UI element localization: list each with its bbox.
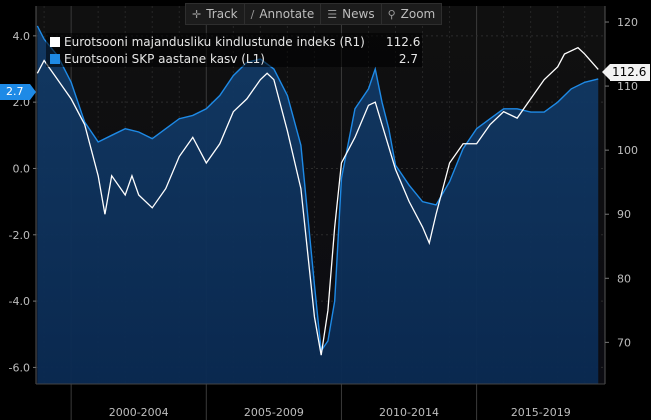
left-tick-label: 4.0 xyxy=(13,30,31,43)
legend-swatch-blue xyxy=(50,53,60,64)
right-tick-label: 80 xyxy=(617,272,631,285)
legend-item-confidence-index[interactable]: Eurotsooni majandusliku kindlustunde ind… xyxy=(46,33,422,50)
left-tick-label: -4.0 xyxy=(9,295,30,308)
zoom-button[interactable]: ⚲ Zoom xyxy=(382,4,442,24)
confidence-index-line xyxy=(36,46,599,356)
x-period-label: 2010-2014 xyxy=(379,406,439,419)
last-value-tag-right: 112.6 xyxy=(601,64,651,81)
pen-icon: ∕ xyxy=(250,7,255,21)
legend-name: Eurotsooni SKP aastane kasv (L1) xyxy=(64,51,265,66)
right-tick-label: 70 xyxy=(617,336,631,349)
annotate-button[interactable]: ∕ Annotate xyxy=(245,4,322,24)
right-tick-label: 120 xyxy=(617,16,638,29)
right-tick-label: 90 xyxy=(617,208,631,221)
news-icon: ☰ xyxy=(327,7,338,21)
legend-name: Eurotsooni majandusliku kindlustunde ind… xyxy=(64,34,365,49)
zoom-label: Zoom xyxy=(400,7,436,21)
track-button[interactable]: ✛ Track xyxy=(186,4,245,24)
right-tick-label: 110 xyxy=(617,80,638,93)
gdp-growth-area xyxy=(37,25,599,384)
magnifier-icon: ⚲ xyxy=(387,7,396,21)
x-period-label: 2005-2009 xyxy=(244,406,304,419)
crosshair-icon: ✛ xyxy=(192,7,202,21)
legend-item-gdp-growth[interactable]: Eurotsooni SKP aastane kasv (L1) 2.7 xyxy=(46,50,422,67)
track-label: Track xyxy=(206,7,238,21)
legend-value: 2.7 xyxy=(398,51,418,66)
legend-swatch-white xyxy=(50,36,60,47)
x-period-label: 2000-2004 xyxy=(109,406,169,419)
annotate-label: Annotate xyxy=(259,7,315,21)
gdp-growth-line xyxy=(36,25,599,353)
news-button[interactable]: ☰ News xyxy=(321,4,382,24)
left-tick-label: -2.0 xyxy=(9,229,30,242)
left-tick-label: -6.0 xyxy=(9,361,30,374)
chart-toolbar: ✛ Track ∕ Annotate ☰ News ⚲ Zoom xyxy=(185,3,443,25)
legend-value: 112.6 xyxy=(386,34,421,49)
left-tick-label: 0.0 xyxy=(13,162,31,175)
x-period-label: 2015-2019 xyxy=(511,406,571,419)
news-label: News xyxy=(342,7,375,21)
chart-legend: Eurotsooni majandusliku kindlustunde ind… xyxy=(46,33,422,67)
last-value-tag-left: 2.7 xyxy=(0,84,36,100)
right-tick-label: 100 xyxy=(617,144,638,157)
